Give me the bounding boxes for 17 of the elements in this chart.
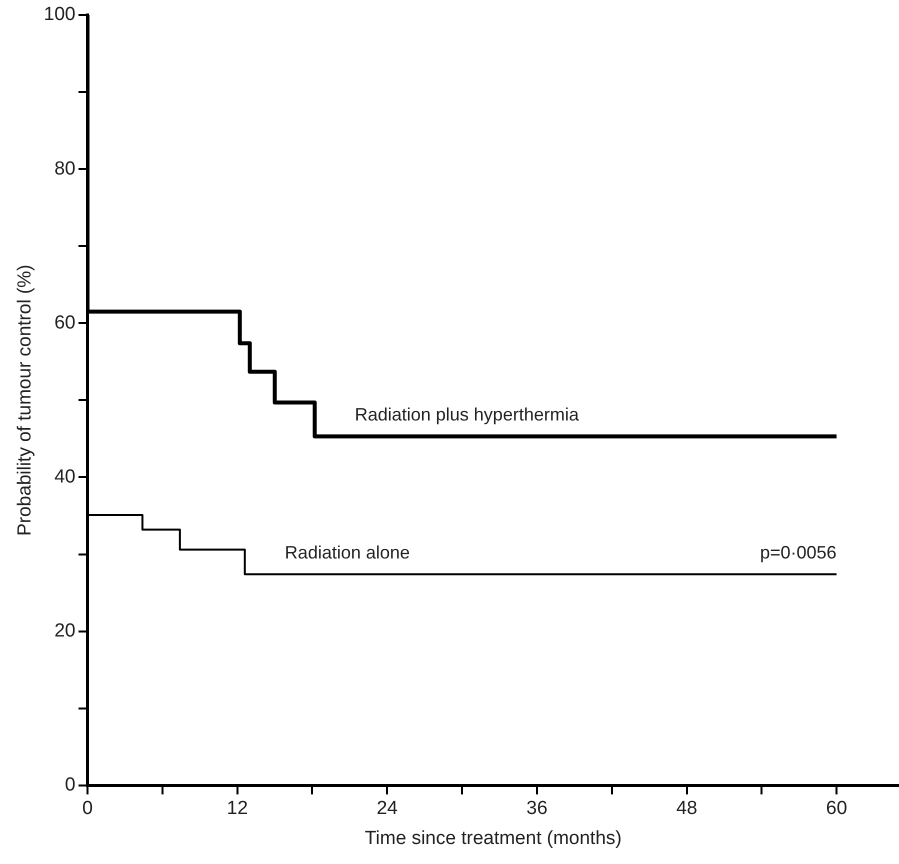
x-tick-label: 48	[676, 798, 698, 820]
series-label: Radiation alone	[284, 542, 410, 562]
x-tick-label: 24	[376, 798, 398, 820]
annotation: p=0·0056	[760, 542, 837, 562]
y-tick-label: 20	[54, 620, 76, 642]
y-tick-label: 40	[54, 466, 76, 488]
y-tick-label: 80	[54, 158, 76, 180]
x-tick-label: 12	[226, 798, 248, 820]
series-label: Radiation plus hyperthermia	[354, 404, 580, 424]
y-tick-label: 100	[44, 4, 76, 26]
y-tick-label: 60	[54, 312, 76, 334]
x-axis-title: Time since treatment (months)	[364, 828, 622, 849]
y-tick-label: 0	[64, 774, 76, 796]
x-tick-label: 60	[826, 798, 848, 820]
x-tick-label: 0	[82, 798, 93, 820]
x-tick-label: 36	[526, 798, 548, 820]
y-axis-title: Probability of tumour control (%)	[14, 264, 36, 536]
